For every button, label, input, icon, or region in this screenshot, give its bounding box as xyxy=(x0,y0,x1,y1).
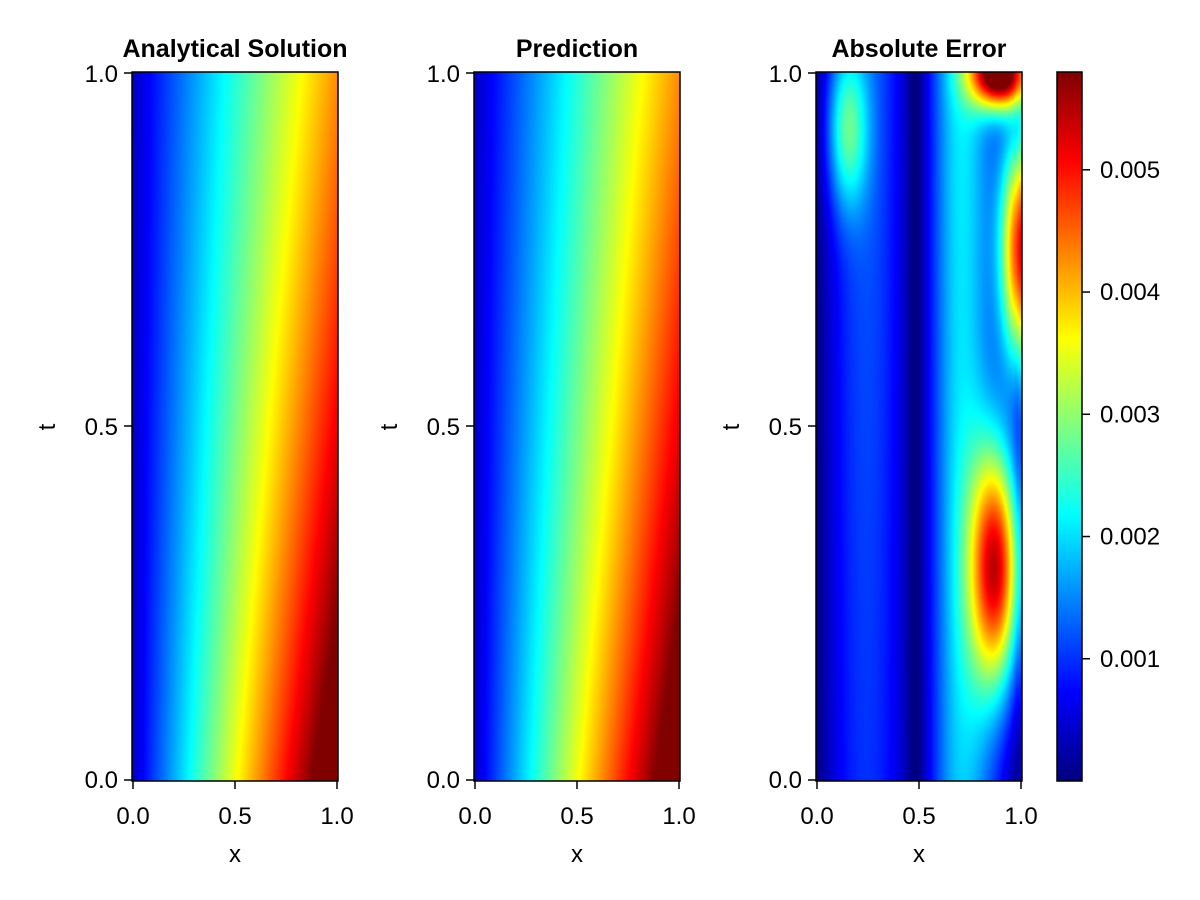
colorbar-ticks: 0.001 0.002 0.003 0.004 0.005 xyxy=(1082,157,1160,673)
colorbar-tick-label: 0.003 xyxy=(1100,401,1160,428)
panel-analytical: Analytical Solution 0.0 0.5 1.0 0.0 0.5 … xyxy=(34,35,354,868)
colorbar-tick-label: 0.002 xyxy=(1100,524,1160,551)
xtick-label: 1.0 xyxy=(320,803,353,830)
x-axis-label: x xyxy=(571,841,583,868)
ytick-label: 1.0 xyxy=(769,61,802,88)
y-axis-label: t xyxy=(718,423,745,430)
xtick-label: 0.5 xyxy=(560,803,593,830)
y-axis-label: t xyxy=(34,423,61,430)
panel-prediction: Prediction 0.0 0.5 1.0 0.0 0.5 1.0 x t xyxy=(376,35,696,868)
ytick-label: 0.0 xyxy=(427,767,460,794)
xtick-label: 0.0 xyxy=(458,803,491,830)
heatmap-absolute-error xyxy=(816,72,1022,781)
y-axis-label: t xyxy=(376,423,403,430)
colorbar-gradient xyxy=(1057,72,1082,781)
ytick-label: 0.0 xyxy=(85,767,118,794)
ytick-label: 0.5 xyxy=(85,414,118,441)
colorbar: 0.001 0.002 0.003 0.004 0.005 xyxy=(1056,71,1160,782)
colorbar-tick-label: 0.004 xyxy=(1100,279,1160,306)
panel-title-absolute-error: Absolute Error xyxy=(831,35,1006,63)
panel-title-prediction: Prediction xyxy=(516,35,638,63)
heatmap-analytical xyxy=(132,72,338,781)
x-axis-label: x xyxy=(229,841,241,868)
xtick-label: 1.0 xyxy=(662,803,695,830)
colorbar-tick-label: 0.005 xyxy=(1100,157,1160,184)
ytick-label: 0.5 xyxy=(769,414,802,441)
xtick-label: 0.0 xyxy=(800,803,833,830)
xtick-label: 0.0 xyxy=(116,803,149,830)
panel-absolute-error: Absolute Error 0.0 0.5 1.0 0.0 0.5 1.0 x… xyxy=(718,35,1038,868)
ytick-label: 0.0 xyxy=(769,767,802,794)
ytick-label: 1.0 xyxy=(85,61,118,88)
xtick-label: 1.0 xyxy=(1004,803,1037,830)
colorbar-frame xyxy=(1056,71,1083,782)
panel-title-analytical: Analytical Solution xyxy=(122,35,347,63)
ytick-label: 1.0 xyxy=(427,61,460,88)
xtick-label: 0.5 xyxy=(902,803,935,830)
heatmap-prediction xyxy=(474,72,680,781)
ytick-label: 0.5 xyxy=(427,414,460,441)
colorbar-tick-label: 0.001 xyxy=(1100,646,1160,673)
x-axis-label: x xyxy=(913,841,925,868)
xtick-label: 0.5 xyxy=(218,803,251,830)
